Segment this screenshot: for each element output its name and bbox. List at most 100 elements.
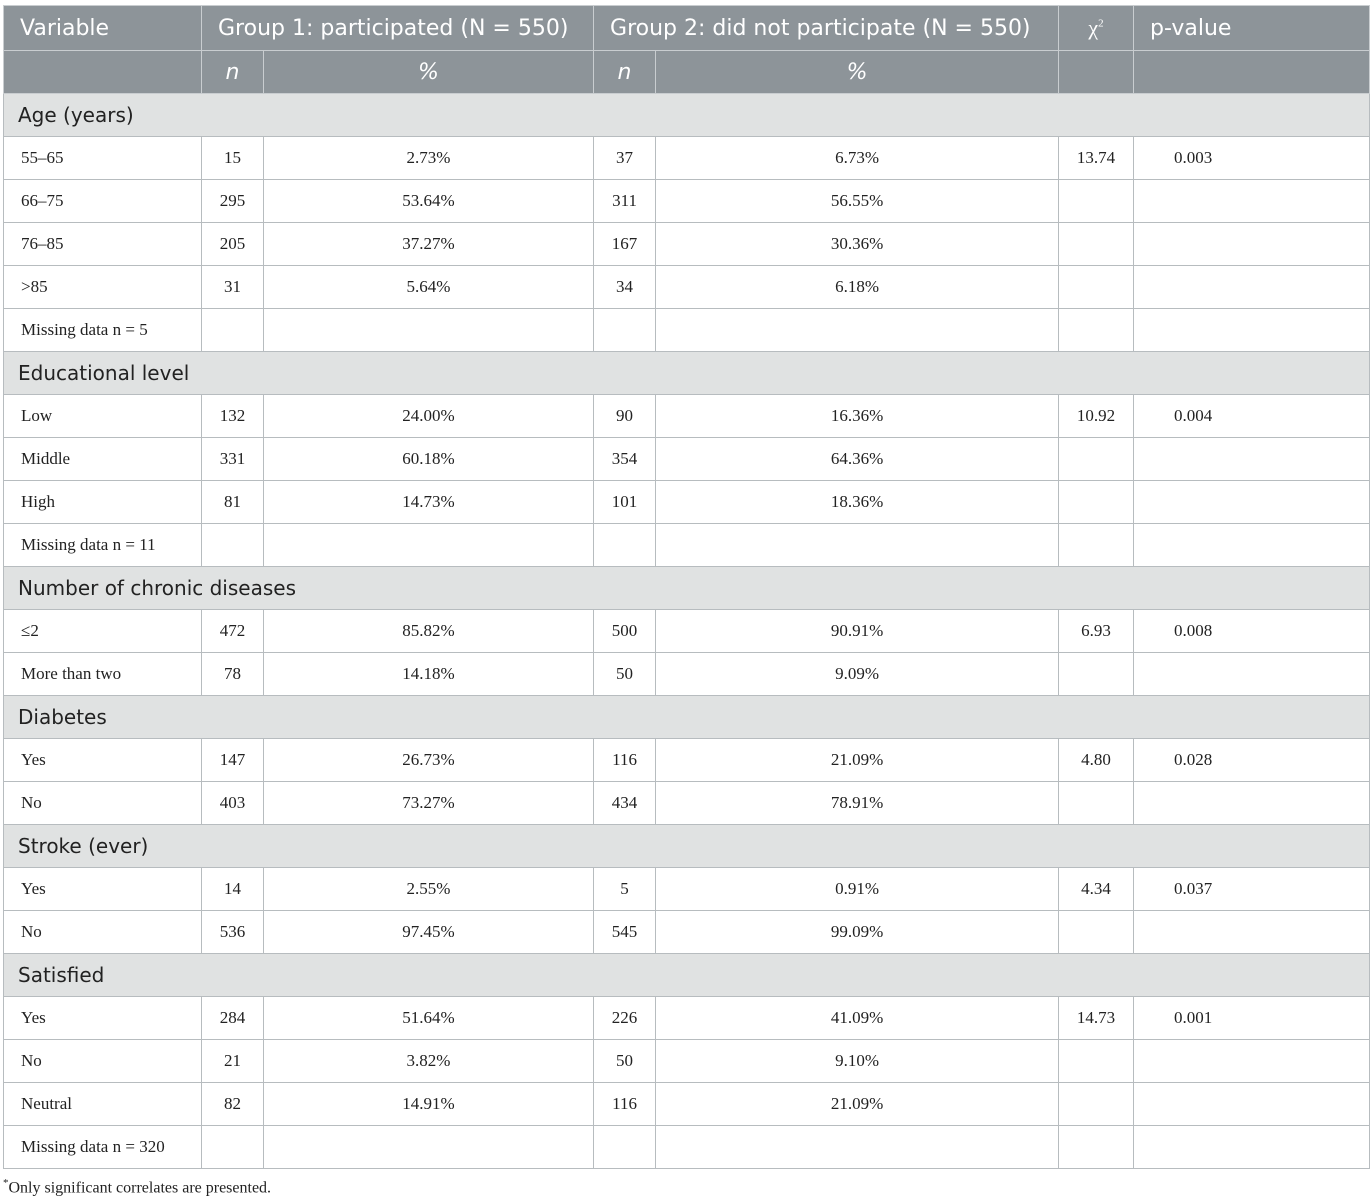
cell: 56.55%: [655, 179, 1060, 223]
cell: [1133, 1125, 1371, 1169]
cell: 0.037: [1133, 867, 1371, 911]
cell: 6.18%: [655, 265, 1060, 309]
data-row: 66–75 295 53.64% 311 56.55%: [3, 179, 1371, 223]
cell: 6.73%: [655, 136, 1060, 180]
cell: [1058, 652, 1135, 696]
cell: 14: [201, 867, 264, 911]
cell: [1133, 308, 1371, 352]
cell: [1058, 222, 1135, 266]
cell: 10.92: [1058, 394, 1135, 438]
data-row: >85 31 5.64% 34 6.18%: [3, 265, 1371, 309]
section-row: Age (years): [2, 93, 1371, 137]
data-row: ≤2 472 85.82% 500 90.91% 6.93 0.008: [3, 609, 1371, 653]
cell: 4.80: [1058, 738, 1135, 782]
cell: [201, 308, 264, 352]
cell: [201, 523, 264, 567]
cell: [1133, 781, 1371, 825]
cell: >85: [3, 265, 202, 309]
cell: 4.34: [1058, 867, 1135, 911]
data-row: Missing data n = 11: [3, 523, 1371, 567]
cell: 55–65: [3, 136, 202, 180]
cell: 37.27%: [262, 222, 595, 266]
cell: 536: [201, 910, 264, 954]
section-row: Stroke (ever): [2, 824, 1371, 868]
cell: [1058, 1039, 1135, 1083]
cell: 24.00%: [262, 394, 595, 438]
cell: [1133, 523, 1371, 567]
section-title: Diabetes: [2, 695, 1371, 739]
cell: 41.09%: [655, 996, 1060, 1040]
cell: 85.82%: [262, 609, 595, 653]
cell: 99.09%: [655, 910, 1060, 954]
cell: Missing data n = 320: [3, 1125, 202, 1169]
cell: 0.028: [1133, 738, 1371, 782]
cell: [593, 308, 657, 352]
cell: [1133, 265, 1371, 309]
cell: Yes: [3, 738, 202, 782]
cell: 66–75: [3, 179, 202, 223]
cell: [1058, 781, 1135, 825]
data-row: High 81 14.73% 101 18.36%: [3, 480, 1371, 524]
cell: 76–85: [3, 222, 202, 266]
cell: [262, 308, 595, 352]
cell: Yes: [3, 996, 202, 1040]
cell: [1058, 910, 1135, 954]
cell: [1058, 480, 1135, 524]
cell: 226: [593, 996, 657, 1040]
cell: 147: [201, 738, 264, 782]
cell: 60.18%: [262, 437, 595, 481]
cell: 116: [593, 1082, 657, 1126]
cell: Missing data n = 11: [3, 523, 202, 567]
cell: 53.64%: [262, 179, 595, 223]
cell: 101: [593, 480, 657, 524]
cell: 0.001: [1133, 996, 1371, 1040]
cell: 354: [593, 437, 657, 481]
cell: 2.73%: [262, 136, 595, 180]
cell: High: [3, 480, 202, 524]
header-cell: n: [593, 50, 657, 94]
cell: 284: [201, 996, 264, 1040]
header-cell: Variable: [3, 5, 202, 51]
cell: 15: [201, 136, 264, 180]
cell: [1058, 1082, 1135, 1126]
cell: No: [3, 910, 202, 954]
cell: 14.73: [1058, 996, 1135, 1040]
cell: Yes: [3, 867, 202, 911]
cell: 21: [201, 1039, 264, 1083]
cell: 13.74: [1058, 136, 1135, 180]
cell: Neutral: [3, 1082, 202, 1126]
cell: 6.93: [1058, 609, 1135, 653]
cell: 21.09%: [655, 738, 1060, 782]
cell: [1058, 179, 1135, 223]
cell: 167: [593, 222, 657, 266]
cell: No: [3, 781, 202, 825]
cell: 132: [201, 394, 264, 438]
header-cell: [1058, 50, 1135, 94]
data-row: Neutral 82 14.91% 116 21.09%: [3, 1082, 1371, 1126]
cell: 9.09%: [655, 652, 1060, 696]
data-row: 55–65 15 2.73% 37 6.73% 13.74 0.003: [3, 136, 1371, 180]
cell: 331: [201, 437, 264, 481]
cell: [1133, 222, 1371, 266]
cell: 82: [201, 1082, 264, 1126]
cell: 81: [201, 480, 264, 524]
cell: [1133, 437, 1371, 481]
section-title: Satisfied: [2, 953, 1371, 997]
cell: [593, 1125, 657, 1169]
header-cell: n: [201, 50, 264, 94]
data-row: Yes 14 2.55% 5 0.91% 4.34 0.037: [3, 867, 1371, 911]
cell: No: [3, 1039, 202, 1083]
section-row: Number of chronic diseases: [2, 566, 1371, 610]
cell: [655, 523, 1060, 567]
data-row: No 403 73.27% 434 78.91%: [3, 781, 1371, 825]
cell: 472: [201, 609, 264, 653]
data-row: 76–85 205 37.27% 167 30.36%: [3, 222, 1371, 266]
cell: 78: [201, 652, 264, 696]
data-row: Missing data n = 320: [3, 1125, 1371, 1169]
cell: [1133, 652, 1371, 696]
cell: [1133, 910, 1371, 954]
cell: 73.27%: [262, 781, 595, 825]
cell: 9.10%: [655, 1039, 1060, 1083]
cell: 2.55%: [262, 867, 595, 911]
